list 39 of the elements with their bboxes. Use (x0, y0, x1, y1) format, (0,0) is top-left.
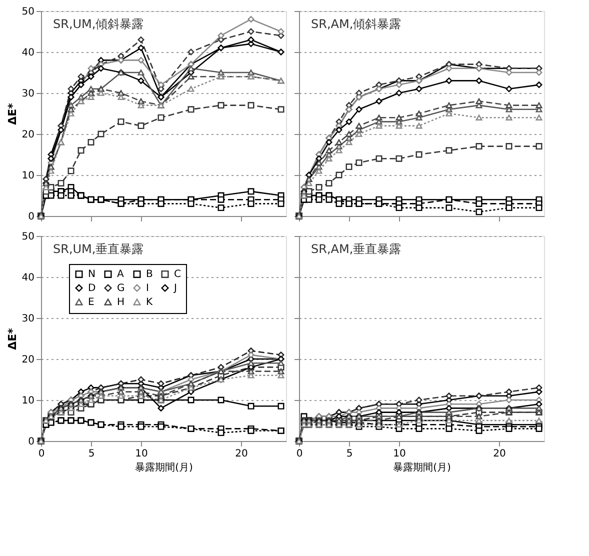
legend-label: I (146, 283, 149, 294)
x-tick-label: 5 (346, 448, 353, 460)
legend-label: E (88, 297, 94, 308)
y-tick-label: 50 (22, 6, 34, 18)
x-tick-label: 5 (88, 448, 95, 460)
y-tick-label: 20 (22, 130, 34, 140)
text: SR,AM,垂直暴露 (311, 242, 402, 256)
x-axis-title: 暴露期間(月) (393, 462, 451, 474)
y-tick-label: 10 (22, 396, 34, 406)
legend-label: H (117, 297, 125, 308)
y-tick-label: 0 (28, 436, 34, 448)
x-tick-label: 20 (493, 448, 506, 460)
legend-label: D (88, 283, 96, 294)
y-tick-label: 20 (22, 354, 34, 366)
y-tick-label: 40 (22, 48, 34, 58)
legend-label: K (146, 297, 153, 308)
y-tick-label: 0 (28, 212, 34, 222)
y-tick-label: 40 (22, 272, 34, 284)
x-tick-label: 10 (393, 448, 406, 460)
legend-label: B (146, 269, 153, 280)
y-tick-label: 10 (22, 170, 34, 182)
x-axis-title: 暴露期間(月) (135, 462, 193, 474)
legend-label: C (174, 269, 181, 280)
x-tick-label: 10 (135, 448, 148, 460)
legend-label: N (88, 269, 96, 280)
y-tick-label: 50 (22, 232, 34, 242)
y-axis-title: ΔE* (6, 328, 19, 350)
x-tick-label: 0 (296, 448, 303, 460)
y-axis-title: ΔE* (6, 102, 19, 125)
text: SR,AM,傾斜暴露 (311, 17, 402, 31)
x-tick-label: 0 (38, 448, 45, 460)
x-tick-label: 20 (235, 448, 248, 460)
text: SR,UM,垂直暴露 (53, 242, 144, 256)
legend-label: G (117, 283, 125, 294)
y-tick-label: 30 (22, 314, 34, 324)
y-tick-label: 30 (22, 88, 34, 100)
text: SR,UM,傾斜暴露 (53, 17, 144, 31)
legend-label: A (117, 269, 124, 280)
legend-label: J (173, 283, 177, 294)
